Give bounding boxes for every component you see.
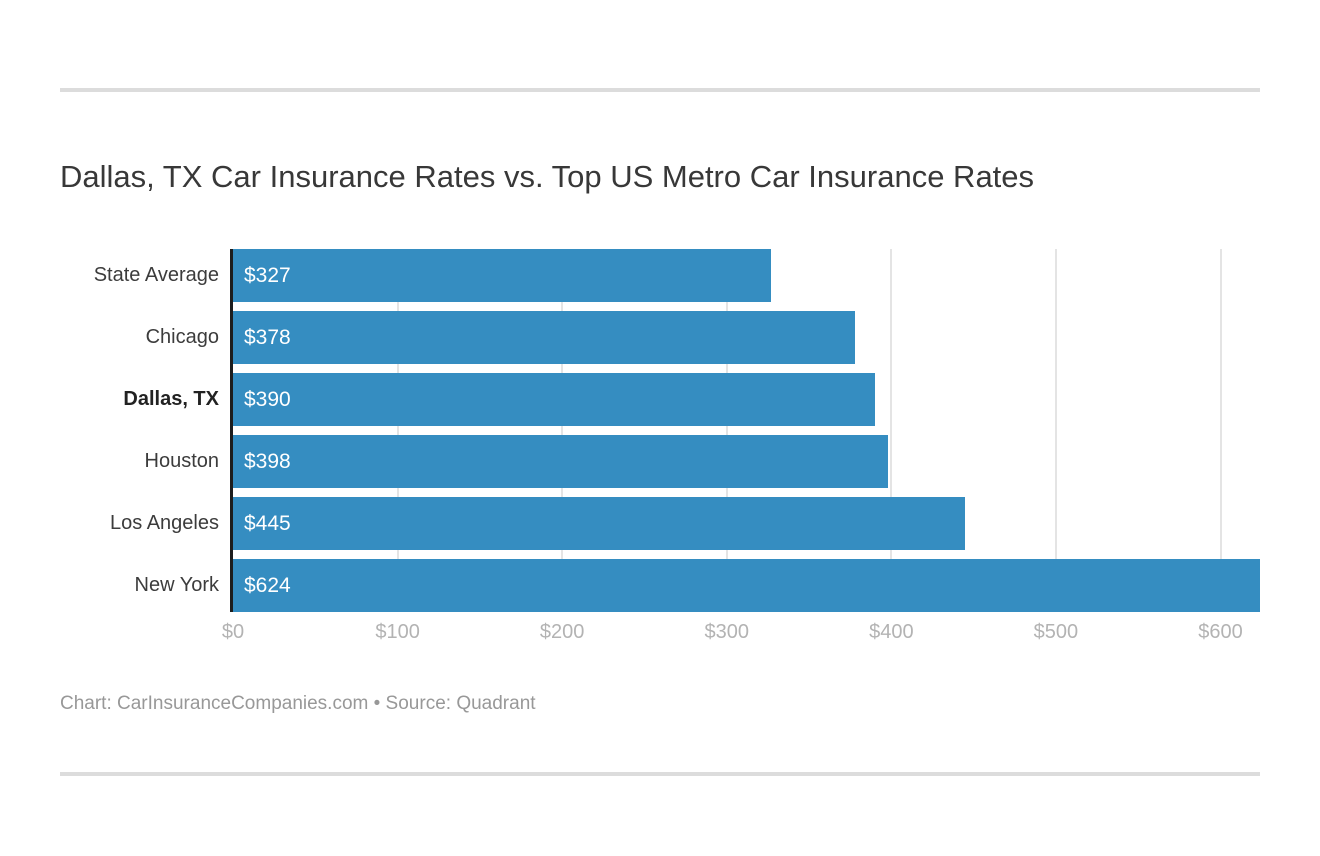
bar: $398 [233,435,889,488]
gridline [890,249,893,612]
bottom-divider [60,772,1260,776]
bar-row: $624 [233,559,1260,612]
bar-value-label: $327 [244,263,291,287]
x-tick-label: $100 [375,621,420,643]
category-label: Los Angeles [110,512,219,534]
bar-value-label: $390 [244,387,291,411]
x-tick-label: $0 [221,621,245,643]
category-label: Chicago [145,326,219,348]
category-label: Dallas, TX [123,388,219,410]
gridline [561,249,564,612]
bar-row: $445 [233,497,1260,550]
page-title: Dallas, TX Car Insurance Rates vs. Top U… [60,159,1035,194]
bar-row: $390 [233,373,1260,426]
category-label: New York [134,574,220,596]
gridline [396,249,399,612]
top-divider [60,88,1260,92]
x-tick-label: $500 [1033,621,1079,643]
bar: $378 [233,311,856,364]
value-axis: $0 $100 $200 $300 $400 $500 $600 [222,621,1260,647]
category-axis: State Average Chicago Dallas, TX Houston Los… [60,249,230,612]
x-tick-label: $600 [1198,621,1243,643]
chart-source-note: Chart: CarInsuranceCompanies.com • Sourc… [60,693,536,714]
bar-row: $327 [233,249,1260,302]
x-tick-label: $300 [704,621,750,643]
bar: $624 [233,559,1260,612]
bar: $390 [233,373,875,426]
bar: $445 [233,497,966,550]
category-label: State Average [93,264,219,286]
gridline [1219,249,1222,612]
bar-chart: State Average Chicago Dallas, TX Houston Los… [60,249,1260,647]
x-tick-label: $200 [539,621,585,643]
bar-value-label: $398 [244,449,291,473]
x-tick-label: $400 [869,621,914,643]
bar-row: $378 [233,311,1260,364]
gridline [725,249,728,612]
gridline [1054,249,1057,612]
bar-value-label: $445 [244,511,291,535]
category-label: Houston [144,450,220,472]
bar-value-label: $624 [244,573,291,597]
plot-area: $327 $378 $390 $398 $445 $624 [230,249,1260,612]
bar-value-label: $378 [244,325,291,349]
bar: $327 [233,249,772,302]
bar-row: $398 [233,435,1260,488]
